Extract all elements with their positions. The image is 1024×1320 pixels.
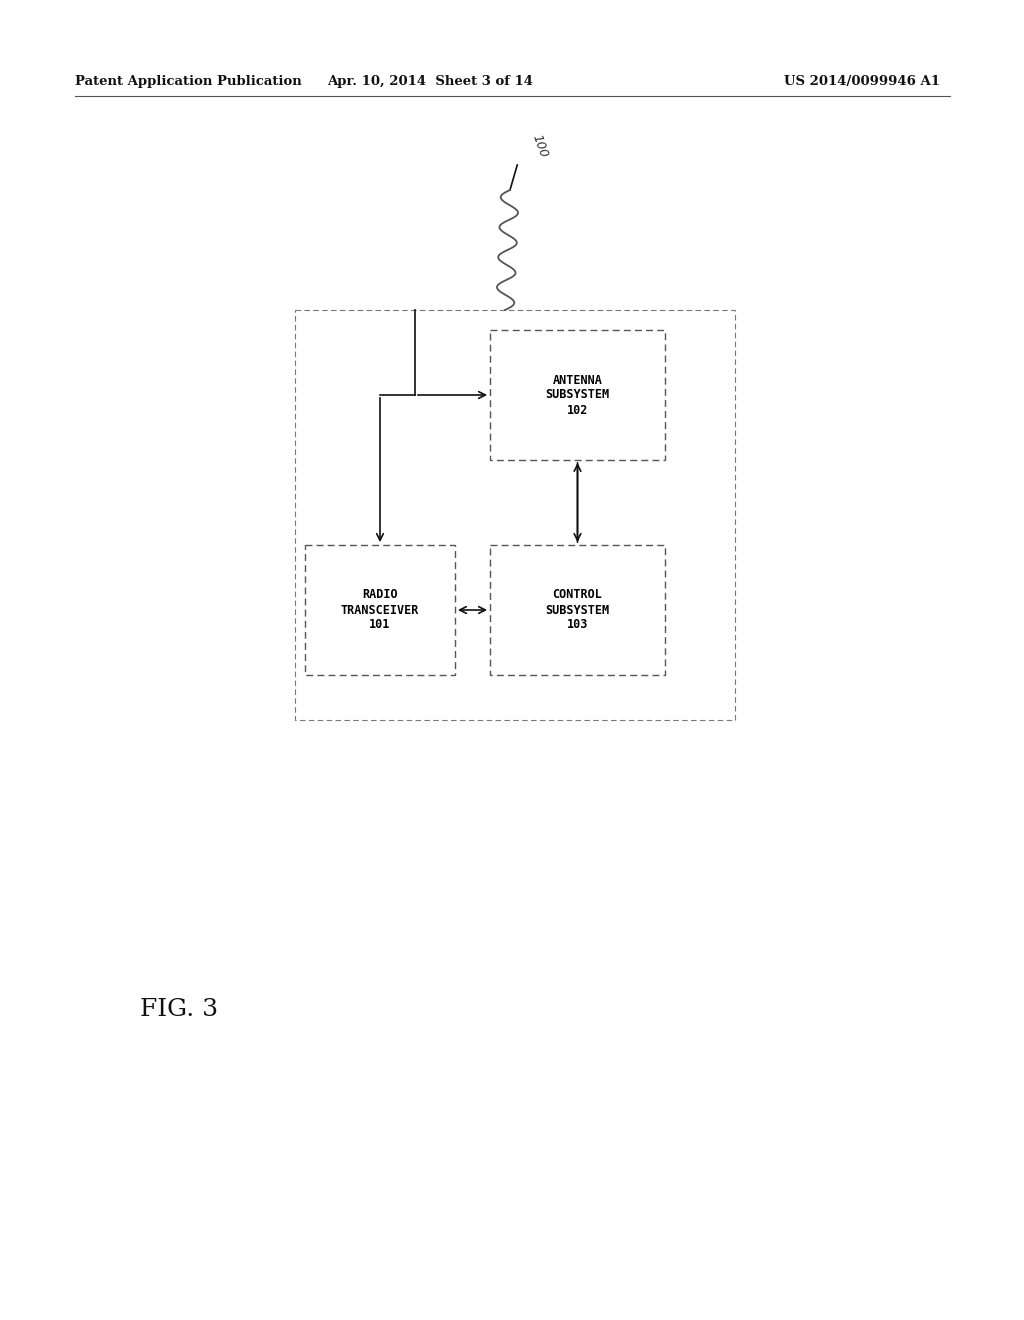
Text: Apr. 10, 2014  Sheet 3 of 14: Apr. 10, 2014 Sheet 3 of 14 xyxy=(327,75,534,88)
Bar xyxy=(490,330,665,459)
Text: US 2014/0099946 A1: US 2014/0099946 A1 xyxy=(784,75,940,88)
Text: Patent Application Publication: Patent Application Publication xyxy=(75,75,302,88)
Bar xyxy=(295,310,735,719)
Text: CONTROL
SUBSYSTEM
103: CONTROL SUBSYSTEM 103 xyxy=(546,589,609,631)
Text: RADIO
TRANSCEIVER
101: RADIO TRANSCEIVER 101 xyxy=(341,589,419,631)
Bar xyxy=(305,545,455,675)
Bar xyxy=(490,545,665,675)
Text: FIG. 3: FIG. 3 xyxy=(140,998,218,1022)
Text: 100: 100 xyxy=(529,133,550,160)
Text: ANTENNA
SUBSYSTEM
102: ANTENNA SUBSYSTEM 102 xyxy=(546,374,609,417)
